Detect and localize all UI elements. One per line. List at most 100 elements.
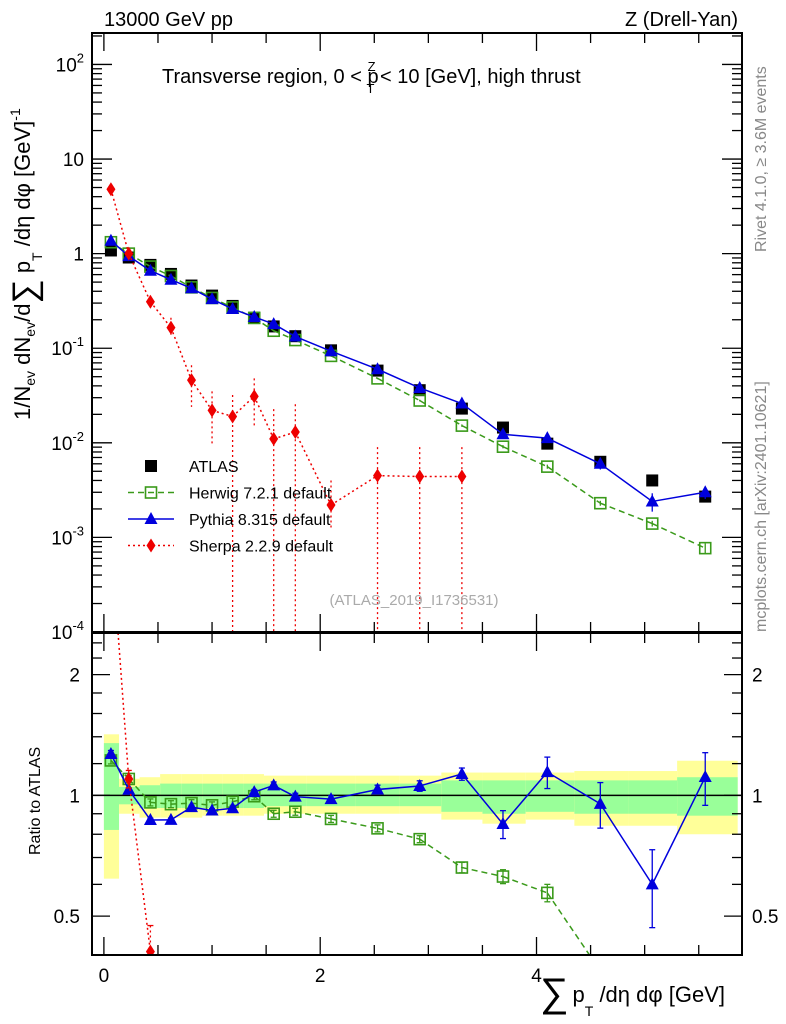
- pythia-point: [185, 281, 199, 294]
- pythia-point: [324, 344, 338, 357]
- pythia-ratio-line: [419, 773, 463, 787]
- herwig-ratio-line: [150, 801, 172, 805]
- pythia-ratio-line: [110, 753, 130, 791]
- sherpa-point: [249, 389, 259, 404]
- herwig-ratio-point: [324, 812, 338, 826]
- stat-uncertainty-band: [482, 780, 526, 814]
- sherpa-ratio-line: [128, 778, 152, 952]
- sherpa-point: [373, 468, 383, 483]
- pythia-ratio-point: [413, 778, 427, 791]
- watermark: (ATLAS_2019_I1736531): [329, 592, 498, 609]
- pythia-point: [104, 233, 118, 246]
- pythia-ratio-point: [226, 801, 240, 814]
- sherpa-line: [170, 327, 193, 381]
- sherpa-point: [106, 182, 116, 197]
- pythia-ratio-line: [651, 776, 706, 885]
- sherpa-point: [166, 320, 176, 335]
- y-tick-label: 10-1: [51, 334, 84, 360]
- herwig-point: [455, 419, 469, 432]
- pythia-ratio-point: [267, 778, 281, 791]
- ratio-y-tick-label-right: 1: [752, 786, 763, 807]
- y-tick-label: 10-4: [51, 618, 84, 644]
- ratio-y-tick-label-right: 2: [752, 666, 763, 687]
- herwig-ratio-line: [419, 838, 463, 869]
- pythia-line: [461, 402, 504, 435]
- sherpa-legend-label: Sherpa 2.2.9 default: [189, 539, 334, 556]
- herwig-ratio-line: [211, 800, 233, 807]
- herwig-line: [546, 466, 601, 504]
- sherpa-line: [149, 301, 172, 329]
- pythia-point: [593, 456, 607, 469]
- sherpa-point: [187, 373, 197, 388]
- pythia-line: [502, 433, 548, 439]
- herwig-ratio-point: [267, 807, 280, 821]
- x-tick-label: 0: [99, 966, 110, 987]
- pythia-point: [413, 380, 427, 393]
- pythia-ratio-point: [288, 789, 302, 802]
- pythia-point: [698, 485, 712, 498]
- pythia-ratio-point: [143, 812, 157, 825]
- pythia-ratio-point: [104, 746, 118, 759]
- ratio-frame: [91, 632, 743, 956]
- pythia-point: [205, 292, 219, 305]
- sherpa-line: [211, 409, 233, 418]
- y-tick-label: 1: [73, 245, 84, 266]
- sherpa-line: [273, 431, 296, 440]
- herwig-point: [541, 460, 554, 473]
- herwig-line: [273, 330, 296, 341]
- stat-uncertainty-band: [628, 780, 678, 814]
- legend: ATLAS Herwig 7.2.1 default Pythia 8.315 de…: [128, 459, 334, 556]
- ratio-panel-marks: [92, 633, 742, 955]
- sherpa-line: [128, 253, 152, 303]
- herwig-ratio-point: [455, 861, 469, 874]
- pythia-ratio-line: [461, 773, 504, 825]
- herwig-point: [496, 440, 510, 453]
- header-right: Z (Drell-Yan): [625, 9, 738, 31]
- y-tick-label: 10-3: [51, 523, 84, 549]
- pythia-ratio-point: [205, 803, 219, 816]
- pythia-point: [496, 427, 510, 440]
- pythia-point: [226, 301, 240, 314]
- herwig-ratio-line: [330, 818, 378, 830]
- sherpa-point: [145, 294, 155, 309]
- x-tick-label: 2: [315, 966, 326, 987]
- herwig-ratio-point: [496, 870, 510, 883]
- side-label-rivet: Rivet 4.1.0, ≥ 3.6M events: [753, 66, 770, 252]
- sherpa-point: [290, 425, 300, 440]
- sherpa-point: [207, 403, 217, 418]
- herwig-line: [600, 502, 653, 525]
- pythia-point: [371, 362, 385, 375]
- pythia-ratio-point: [185, 800, 199, 813]
- stat-uncertainty-band: [103, 743, 120, 830]
- pythia-ratio-line: [546, 771, 601, 805]
- atlas-point: [646, 474, 659, 487]
- sherpa-ratio-point: [145, 944, 155, 955]
- pythia-ratio-point: [247, 785, 261, 798]
- sherpa-line: [190, 379, 213, 411]
- sherpa-point: [124, 246, 134, 261]
- pythia-ratio-point: [324, 792, 338, 805]
- y-tick-label: 10: [63, 150, 84, 171]
- herwig-ratio-line: [232, 795, 255, 803]
- pythia-line: [330, 350, 378, 370]
- sherpa-line: [294, 431, 332, 506]
- pythia-ratio-line: [502, 771, 548, 825]
- ratio-y-tick-label: 2: [69, 666, 80, 687]
- ratio-uncertainty-bands: [103, 734, 738, 879]
- pythia-ratio-point: [371, 782, 385, 795]
- pythia-legend-label: Pythia 8.315 default: [189, 512, 331, 529]
- herwig-legend-marker: [144, 486, 158, 499]
- herwig-ratio-line: [461, 866, 504, 878]
- pythia-line: [295, 335, 332, 352]
- pythia-point: [247, 309, 261, 322]
- sherpa-line: [253, 396, 275, 440]
- herwig-ratio-point: [541, 886, 554, 900]
- side-label-mcplots: mcplots.cern.ch [arXiv:2401.10621]: [753, 381, 770, 632]
- pythia-ratio-point: [455, 767, 469, 780]
- herwig-ratio-line: [191, 802, 213, 807]
- pythia-ratio-point: [540, 765, 554, 778]
- pythia-ratio-line: [295, 795, 332, 800]
- sherpa-line: [232, 395, 255, 417]
- herwig-ratio-point: [144, 796, 157, 809]
- pythia-ratio-point: [122, 782, 136, 795]
